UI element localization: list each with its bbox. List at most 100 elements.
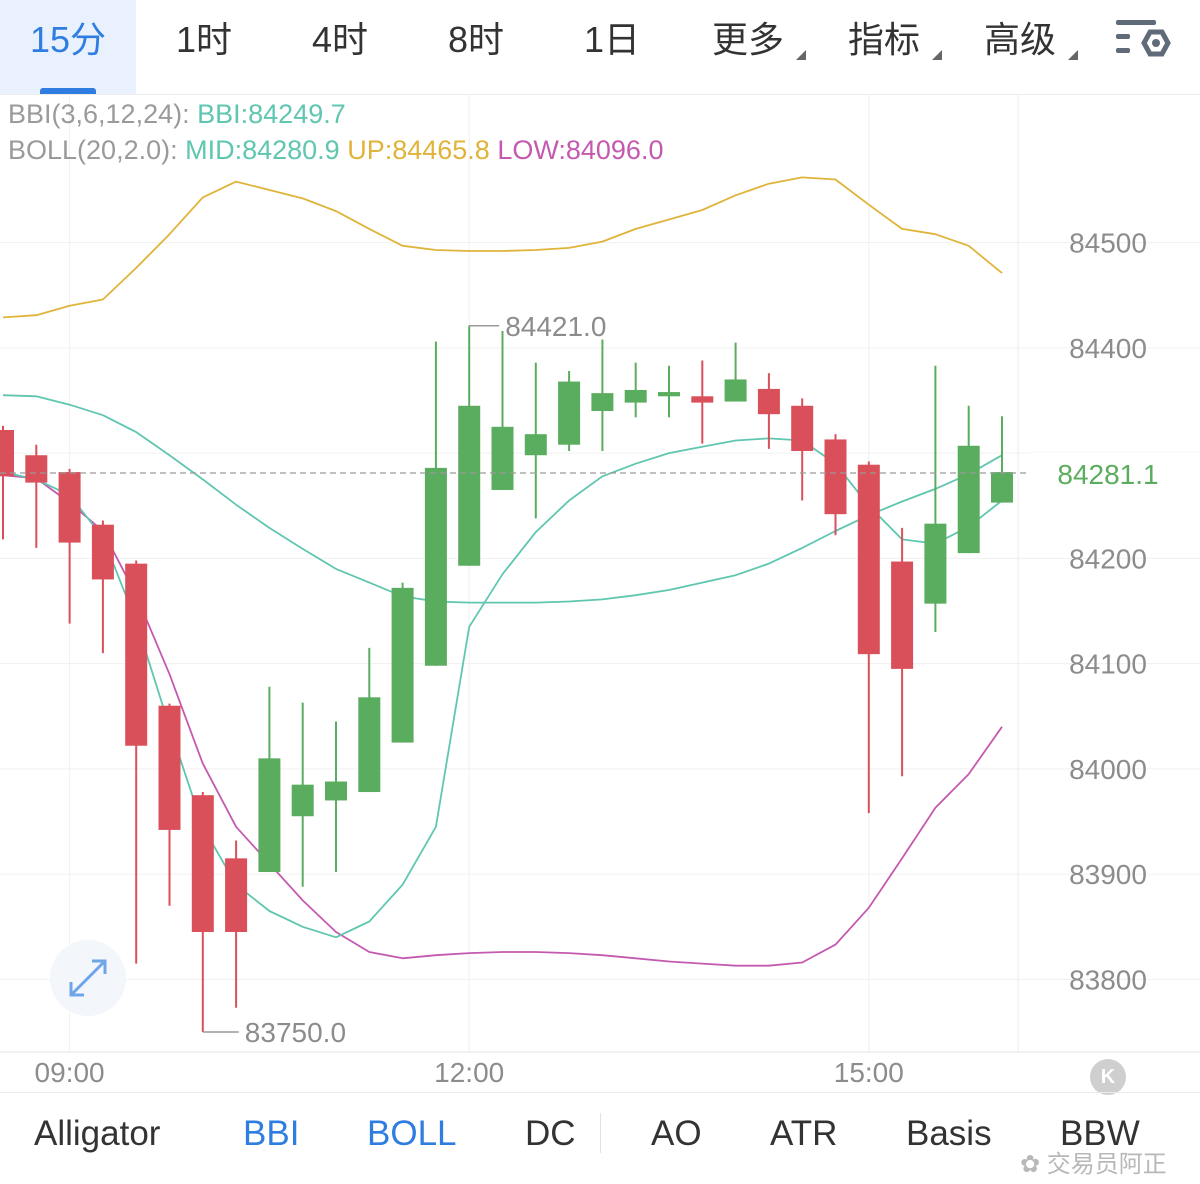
candle — [391, 582, 414, 743]
candle-body — [125, 563, 148, 746]
candle — [25, 444, 48, 548]
max-price-label: 84421.0 — [505, 311, 606, 342]
candle-body — [491, 426, 514, 490]
candle — [0, 425, 14, 540]
candle — [191, 792, 214, 1033]
scroll-to-latest-button[interactable]: K — [1090, 1059, 1126, 1095]
candle — [824, 434, 847, 536]
candle-body — [891, 561, 914, 669]
chart-settings-icon[interactable] — [1112, 14, 1172, 70]
min-price-label: 83750.0 — [245, 1017, 346, 1048]
bbi-params: BBI(3,6,12,24): — [8, 99, 190, 129]
tab-label: 15分 — [29, 19, 107, 60]
candle — [757, 373, 780, 449]
indicator-bbw[interactable]: BBW — [1060, 1114, 1140, 1153]
time-tick-label: 09:00 — [35, 1057, 105, 1088]
price-tick-label: 84200 — [1069, 543, 1147, 574]
candle-body — [857, 464, 880, 655]
candle-body — [325, 781, 347, 801]
candle-body — [757, 388, 780, 415]
boll-low-value: LOW:84096.0 — [497, 135, 664, 165]
dropdown-caret-icon — [932, 50, 942, 60]
tab-label: 8时 — [447, 19, 505, 60]
active-tab-indicator — [40, 88, 96, 94]
candle — [624, 362, 647, 418]
price-tick-label: 84000 — [1069, 754, 1147, 785]
indicator-bbi[interactable]: BBI — [243, 1114, 300, 1153]
indicator-basis[interactable]: Basis — [906, 1114, 992, 1153]
candle-body — [824, 439, 847, 515]
candle — [91, 520, 114, 654]
time-tick-label: 12:00 — [434, 1057, 504, 1088]
boll-params: BOLL(20,2.0): — [8, 135, 178, 165]
candle — [558, 371, 581, 452]
tab-1d[interactable]: 1日 — [544, 0, 680, 94]
candle — [424, 341, 447, 666]
indicator-ao[interactable]: AO — [651, 1114, 702, 1153]
candle-body — [358, 697, 381, 793]
candle-body — [158, 705, 181, 830]
indicator-boll[interactable]: BOLL — [367, 1114, 457, 1153]
tab-label: 更多 — [711, 19, 784, 60]
candle-body — [791, 405, 814, 452]
tab-4h[interactable]: 4时 — [272, 0, 408, 94]
price-tick-label: 83900 — [1069, 859, 1147, 890]
candle — [658, 365, 680, 418]
scroll-to-latest-icon: K — [1100, 1066, 1116, 1088]
candle — [58, 468, 81, 624]
candle — [458, 325, 481, 566]
candlestick-chart[interactable]: 84281.1 84421.0 83750.0 84500 84400 84200 841… — [0, 0, 1200, 1092]
candle — [491, 331, 514, 490]
tab-label: 1时 — [175, 19, 233, 60]
candle — [125, 560, 148, 964]
tab-15m[interactable]: 15分 — [0, 0, 136, 94]
candle — [258, 686, 281, 873]
last-price-label: 84281.1 — [1057, 459, 1158, 490]
candle-body — [0, 429, 14, 477]
candle-body — [957, 445, 980, 554]
candle-body — [458, 405, 481, 566]
tab-advanced-dropdown[interactable]: 高级 — [952, 0, 1088, 94]
dropdown-caret-icon — [1068, 50, 1078, 60]
wechat-icon: ✿ — [1020, 1151, 1041, 1178]
boll-legend-row: BOLL(20,2.0): MID:84280.9 UP:84465.8 LOW… — [8, 132, 663, 168]
candle-body — [25, 455, 48, 483]
candle — [924, 365, 947, 633]
candle-body — [658, 392, 680, 397]
candle-body — [991, 472, 1013, 503]
candle-body — [558, 381, 581, 445]
indicator-atr[interactable]: ATR — [770, 1114, 838, 1153]
candle-body — [524, 434, 547, 456]
indicator-alligator[interactable]: Alligator — [34, 1114, 161, 1153]
bbi-value: BBI:84249.7 — [197, 99, 346, 129]
indicator-dc[interactable]: DC — [525, 1114, 576, 1153]
candle — [158, 703, 181, 906]
tab-label: 4时 — [311, 19, 369, 60]
boll-mid-value: MID:84280.9 — [185, 135, 340, 165]
candle-body — [724, 379, 747, 402]
watermark: ✿ 交易员阿正 — [1020, 1144, 1167, 1179]
candle-body — [424, 467, 447, 666]
price-tick-label: 83800 — [1069, 964, 1147, 995]
indicator-selector-bar: Alligator BBI BOLL DC AO ATR Basis BBW — [0, 1092, 1200, 1184]
bbi-legend-row: BBI(3,6,12,24): BBI:84249.7 — [8, 96, 663, 132]
candle-body — [691, 396, 714, 403]
tab-more-dropdown[interactable]: 更多 — [680, 0, 816, 94]
candle — [524, 362, 547, 519]
boll-up-value: UP:84465.8 — [347, 135, 490, 165]
price-tick-label: 84500 — [1069, 228, 1147, 259]
candle — [291, 702, 314, 887]
candle — [325, 721, 347, 873]
tab-indicators-dropdown[interactable]: 指标 — [816, 0, 952, 94]
candle — [724, 342, 747, 402]
candle — [891, 527, 914, 777]
candle — [857, 461, 880, 814]
candle-body — [391, 587, 414, 743]
tab-label: 高级 — [983, 19, 1056, 60]
fullscreen-expand-button[interactable] — [50, 940, 126, 1016]
tab-1h[interactable]: 1时 — [136, 0, 272, 94]
candle — [591, 339, 614, 452]
last-price-label-bg — [1030, 453, 1200, 494]
candle — [691, 360, 714, 444]
tab-8h[interactable]: 8时 — [408, 0, 544, 94]
